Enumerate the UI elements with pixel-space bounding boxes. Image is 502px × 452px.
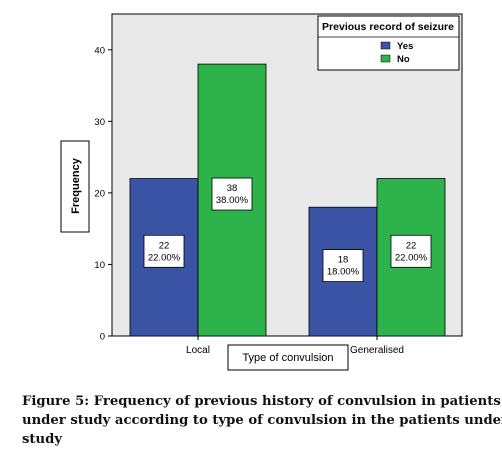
data-label-box xyxy=(390,234,432,268)
y-tick-label: 40 xyxy=(94,45,105,56)
y-axis: 0 10 20 30 40 xyxy=(94,45,112,343)
caption-line-1: Figure 5: Frequency of previous history … xyxy=(22,394,501,409)
caption-line-2: under study according to type of convuls… xyxy=(22,413,502,428)
y-tick-label: 0 xyxy=(100,332,105,343)
data-label-box xyxy=(211,177,253,211)
x-axis: Local Generalised xyxy=(186,336,404,356)
data-label-count: 38 xyxy=(227,183,238,194)
data-label-box xyxy=(143,234,185,268)
data-label-percent: 18.00% xyxy=(327,267,360,278)
y-tick-label: 30 xyxy=(94,117,105,128)
data-label-percent: 38.00% xyxy=(216,195,249,206)
legend-swatch-yes xyxy=(380,41,391,50)
caption-line-3: study xyxy=(22,432,62,447)
data-label-count: 22 xyxy=(406,240,417,251)
legend-label-no: No xyxy=(397,54,410,65)
y-axis-label: Frequency xyxy=(70,157,82,214)
data-label-box xyxy=(322,249,364,283)
x-axis-label-box xyxy=(227,344,349,371)
data-label-percent: 22.00% xyxy=(148,252,181,263)
legend-title: Previous record of seizure xyxy=(322,21,454,33)
legend-label-yes: Yes xyxy=(397,41,413,52)
x-category-label: Local xyxy=(186,345,210,356)
y-axis-label-box xyxy=(60,140,90,233)
data-label-count: 22 xyxy=(159,240,170,251)
y-tick-label: 20 xyxy=(94,188,105,199)
legend-swatch-no xyxy=(380,54,391,63)
figure-caption: Figure 5: Frequency of previous history … xyxy=(22,392,502,449)
x-category-label: Generalised xyxy=(350,345,404,356)
x-axis-label: Type of convulsion xyxy=(242,352,333,364)
data-label-percent: 22.00% xyxy=(395,252,428,263)
data-label-count: 18 xyxy=(338,255,349,266)
legend: Previous record of seizure Yes No xyxy=(317,15,460,71)
y-tick-label: 10 xyxy=(94,260,105,271)
